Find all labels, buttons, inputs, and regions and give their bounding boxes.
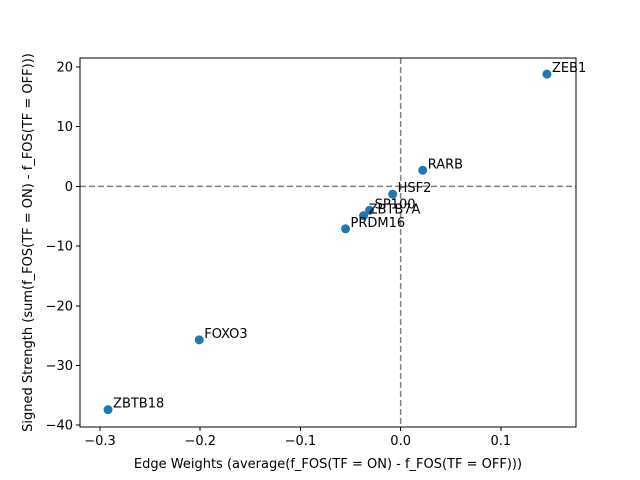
x-axis-label: Edge Weights (average(f_FOS(TF = ON) - f… xyxy=(134,457,522,472)
reference-lines xyxy=(80,58,576,427)
data-point-label: SP100 xyxy=(375,197,416,212)
data-point-label: PRDM16 xyxy=(351,216,406,231)
data-point-label: RARB xyxy=(428,157,463,172)
y-tick-label: −30 xyxy=(46,359,73,374)
y-axis-label: Signed Strength (sum(f_FOS(TF = ON) - f_… xyxy=(21,53,36,432)
data-point xyxy=(103,405,113,415)
x-tick-label: −0.2 xyxy=(184,434,216,449)
data-point xyxy=(542,69,552,79)
x-tick-label: 0.0 xyxy=(390,434,411,449)
data-point-label: HSF2 xyxy=(398,181,432,196)
data-point xyxy=(365,205,375,215)
y-tick-label: −10 xyxy=(46,240,73,255)
data-point xyxy=(194,335,204,345)
data-point xyxy=(359,211,369,221)
data-point xyxy=(341,224,351,234)
data-point-label: FOXO3 xyxy=(204,327,247,342)
data-point-label: ZEB1 xyxy=(552,61,586,76)
data-point-label: ZBTB7A xyxy=(369,203,421,218)
x-tick-label: 0.1 xyxy=(491,434,512,449)
y-tick-label: 20 xyxy=(56,60,73,75)
x-tick-label: −0.1 xyxy=(285,434,317,449)
data-point xyxy=(388,189,398,199)
data-point xyxy=(418,165,428,175)
y-tick-label: −40 xyxy=(46,419,73,434)
y-tick-label: 10 xyxy=(56,120,73,135)
y-tick-label: 0 xyxy=(65,180,73,195)
data-points xyxy=(103,69,552,415)
x-axis-ticks: −0.3 −0.2 −0.1 0.0 0.1 xyxy=(84,427,511,449)
data-point-label: ZBTB18 xyxy=(113,397,164,412)
plot-frame xyxy=(79,57,577,428)
y-axis-ticks: −40 −30 −20 −10 0 10 20 xyxy=(46,60,80,434)
y-tick-label: −20 xyxy=(46,299,73,314)
x-tick-label: −0.3 xyxy=(84,434,116,449)
